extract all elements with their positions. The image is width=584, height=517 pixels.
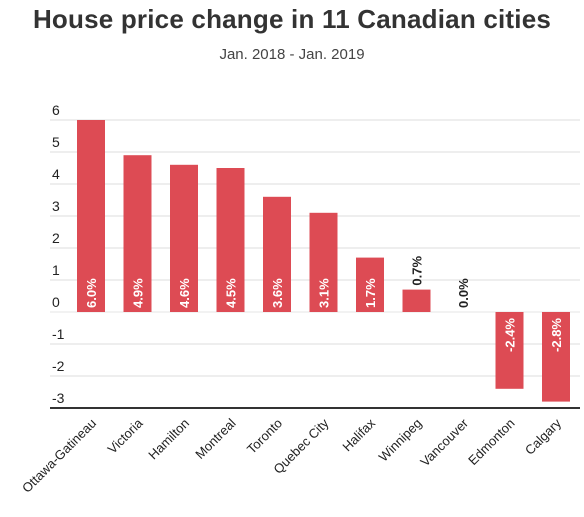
data-label: 3.1% [317, 278, 332, 308]
bar [495, 312, 524, 389]
data-label: 1.7% [363, 278, 378, 308]
category-label: Edmonton [465, 416, 518, 469]
category-label: Ottawa-Gatineau [19, 416, 99, 496]
data-label: -2.8% [549, 318, 564, 352]
y-tick-label: 2 [52, 230, 60, 246]
category-label: Toronto [244, 416, 285, 457]
y-tick-label: 5 [52, 134, 60, 150]
data-label: 3.6% [270, 278, 285, 308]
data-label: -2.4% [503, 318, 518, 352]
data-label: 6.0% [84, 278, 99, 308]
data-label: 4.5% [224, 278, 239, 308]
category-label: Calgary [522, 415, 565, 458]
y-tick-label: 4 [52, 166, 60, 182]
bar [356, 257, 384, 312]
y-tick-label: -3 [52, 390, 65, 406]
bar [402, 289, 431, 312]
bar [542, 312, 570, 402]
data-label: 4.9% [131, 278, 146, 308]
data-label: 4.6% [177, 278, 192, 308]
category-label: Montreal [192, 415, 238, 461]
category-label: Vancouver [417, 415, 471, 469]
y-tick-label: -1 [52, 326, 65, 342]
category-label: Halifax [339, 415, 378, 454]
y-tick-label: 1 [52, 262, 60, 278]
y-tick-label: 0 [52, 294, 60, 310]
bar [309, 212, 338, 312]
bar [77, 120, 105, 312]
chart-title: House price change in 11 Canadian cities [32, 4, 552, 34]
bar [216, 168, 245, 312]
category-label: Winnipeg [376, 416, 425, 465]
y-tick-label: -2 [52, 358, 65, 374]
bar [170, 164, 198, 312]
y-tick-label: 3 [52, 198, 60, 214]
category-label: Hamilton [145, 416, 192, 463]
data-label: 0.0% [456, 278, 471, 308]
bar [263, 196, 291, 312]
bar [123, 155, 152, 312]
category-label: Victoria [105, 415, 147, 457]
chart-subtitle: Jan. 2018 - Jan. 2019 [219, 46, 365, 63]
y-tick-label: 6 [52, 102, 60, 118]
data-label: 0.7% [410, 256, 425, 286]
